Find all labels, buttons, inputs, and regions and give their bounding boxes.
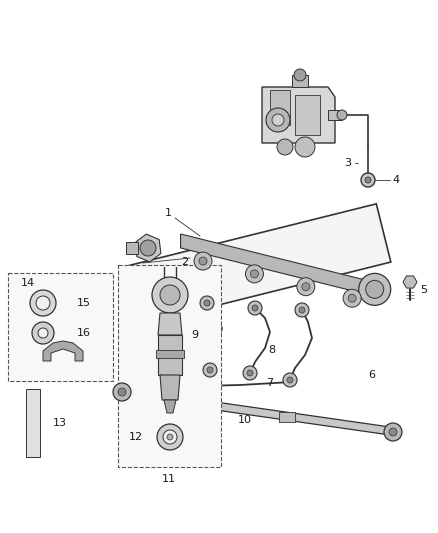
Polygon shape bbox=[43, 341, 83, 361]
Polygon shape bbox=[328, 110, 342, 120]
Bar bbox=[118, 265, 221, 467]
Bar bbox=[156, 350, 184, 358]
Text: 8: 8 bbox=[268, 345, 276, 355]
Text: 3: 3 bbox=[345, 158, 352, 168]
Circle shape bbox=[337, 110, 347, 120]
Polygon shape bbox=[135, 234, 161, 262]
Bar bbox=[119, 204, 391, 326]
Text: 4: 4 bbox=[392, 175, 399, 185]
Circle shape bbox=[160, 285, 180, 305]
Circle shape bbox=[113, 383, 131, 401]
Circle shape bbox=[384, 423, 402, 441]
Circle shape bbox=[343, 289, 361, 307]
Circle shape bbox=[199, 257, 207, 265]
Text: 10: 10 bbox=[238, 415, 252, 425]
Circle shape bbox=[283, 373, 297, 387]
Polygon shape bbox=[164, 400, 176, 413]
Text: 12: 12 bbox=[129, 432, 143, 442]
Text: 11: 11 bbox=[162, 474, 176, 484]
Circle shape bbox=[366, 280, 384, 298]
Circle shape bbox=[36, 296, 50, 310]
Circle shape bbox=[245, 265, 263, 283]
Polygon shape bbox=[180, 234, 374, 296]
Circle shape bbox=[252, 305, 258, 311]
Circle shape bbox=[38, 328, 48, 338]
Bar bbox=[26, 389, 40, 457]
Polygon shape bbox=[270, 90, 290, 125]
Circle shape bbox=[294, 69, 306, 81]
Circle shape bbox=[203, 363, 217, 377]
Circle shape bbox=[163, 430, 177, 444]
Circle shape bbox=[118, 388, 126, 396]
Circle shape bbox=[194, 252, 212, 270]
Circle shape bbox=[277, 139, 293, 155]
Circle shape bbox=[299, 307, 305, 313]
Text: 14: 14 bbox=[21, 278, 35, 288]
Circle shape bbox=[204, 300, 210, 306]
Text: 2: 2 bbox=[181, 257, 189, 267]
Text: 16: 16 bbox=[77, 328, 91, 338]
Polygon shape bbox=[262, 87, 335, 143]
Polygon shape bbox=[158, 335, 182, 375]
Circle shape bbox=[248, 301, 262, 315]
Circle shape bbox=[365, 177, 371, 183]
Circle shape bbox=[348, 294, 356, 302]
Circle shape bbox=[272, 114, 284, 126]
Bar bbox=[8, 273, 113, 381]
Circle shape bbox=[167, 434, 173, 440]
Text: 13: 13 bbox=[53, 418, 67, 428]
Circle shape bbox=[140, 240, 156, 256]
Circle shape bbox=[243, 366, 257, 380]
Circle shape bbox=[266, 108, 290, 132]
Bar bbox=[279, 412, 295, 422]
Circle shape bbox=[287, 377, 293, 383]
Text: 15: 15 bbox=[77, 298, 91, 308]
Circle shape bbox=[361, 173, 375, 187]
Circle shape bbox=[359, 273, 391, 305]
Polygon shape bbox=[295, 95, 320, 135]
Polygon shape bbox=[160, 375, 180, 400]
Circle shape bbox=[295, 137, 315, 157]
Circle shape bbox=[30, 290, 56, 316]
Text: 1: 1 bbox=[165, 208, 172, 218]
Circle shape bbox=[200, 296, 214, 310]
Circle shape bbox=[295, 303, 309, 317]
Circle shape bbox=[297, 278, 315, 296]
Circle shape bbox=[207, 367, 213, 373]
Polygon shape bbox=[158, 313, 182, 335]
Text: 6: 6 bbox=[368, 370, 375, 380]
Text: 7: 7 bbox=[266, 378, 274, 388]
Circle shape bbox=[302, 282, 310, 290]
Circle shape bbox=[251, 270, 258, 278]
Polygon shape bbox=[126, 242, 138, 254]
Polygon shape bbox=[292, 75, 308, 87]
Polygon shape bbox=[118, 388, 397, 436]
Text: 5: 5 bbox=[420, 285, 427, 295]
Circle shape bbox=[247, 370, 253, 376]
Text: 9: 9 bbox=[191, 330, 198, 340]
Polygon shape bbox=[403, 276, 417, 288]
Circle shape bbox=[32, 322, 54, 344]
Circle shape bbox=[389, 428, 397, 436]
Circle shape bbox=[152, 277, 188, 313]
Circle shape bbox=[157, 424, 183, 450]
